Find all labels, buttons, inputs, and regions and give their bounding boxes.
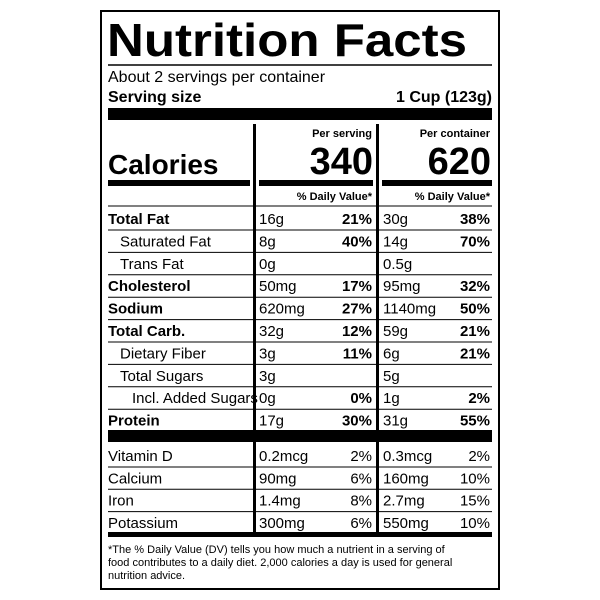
amount: 1g bbox=[383, 390, 400, 407]
daily-value: 21% bbox=[342, 211, 372, 228]
daily-value: 2% bbox=[350, 448, 372, 465]
amount: 0g bbox=[259, 256, 276, 273]
amount: 0.3mcg bbox=[383, 448, 432, 465]
daily-value: 10% bbox=[460, 470, 490, 487]
amount: 620mg bbox=[259, 301, 305, 318]
column-divider bbox=[376, 124, 379, 532]
label-border bbox=[100, 10, 500, 590]
daily-value: 17% bbox=[342, 278, 372, 295]
column-divider bbox=[253, 124, 256, 532]
amount: 5g bbox=[383, 368, 400, 385]
amount: 1140mg bbox=[383, 301, 436, 318]
nutrient-label: Sodium bbox=[108, 301, 163, 318]
medium-bar bbox=[382, 180, 492, 186]
nutrient-label: Protein bbox=[108, 413, 160, 430]
servings: About 2 servings per container bbox=[108, 69, 326, 86]
nutrient-label: Vitamin D bbox=[108, 448, 173, 465]
daily-value-header: % Daily Value* bbox=[415, 191, 491, 203]
daily-value: 8% bbox=[350, 493, 372, 510]
calories-value: 340 bbox=[310, 141, 373, 183]
nutrient-label: Cholesterol bbox=[108, 278, 191, 295]
daily-value: 38% bbox=[460, 211, 490, 228]
footnote: *The % Daily Value (DV) tells you how mu… bbox=[108, 544, 446, 556]
column-header: Per serving bbox=[312, 128, 372, 140]
nutrient-label: Iron bbox=[108, 493, 134, 510]
daily-value: 0% bbox=[350, 390, 372, 407]
medium-bar bbox=[108, 180, 250, 186]
daily-value-header: % Daily Value* bbox=[297, 191, 373, 203]
daily-value: 21% bbox=[460, 345, 490, 362]
nutrient-label: Total Fat bbox=[108, 211, 169, 228]
amount: 0.2mcg bbox=[259, 448, 308, 465]
amount: 30g bbox=[383, 211, 408, 228]
amount: 31g bbox=[383, 413, 408, 430]
nutrient-label: Potassium bbox=[108, 515, 178, 532]
amount: 95mg bbox=[383, 278, 421, 295]
daily-value: 30% bbox=[342, 413, 372, 430]
calories-value: 620 bbox=[428, 141, 491, 183]
amount: 160mg bbox=[383, 470, 429, 487]
nutrient-label: Saturated Fat bbox=[120, 233, 212, 250]
serving-size-label: Serving size bbox=[108, 89, 201, 106]
amount: 0.5g bbox=[383, 256, 412, 273]
daily-value: 11% bbox=[343, 345, 372, 362]
daily-value: 50% bbox=[460, 301, 490, 318]
amount: 3g bbox=[259, 345, 276, 362]
amount: 59g bbox=[383, 323, 408, 340]
nutrient-label: Incl. Added Sugars bbox=[132, 390, 258, 407]
amount: 50mg bbox=[259, 278, 297, 295]
amount: 16g bbox=[259, 211, 284, 228]
amount: 2.7mg bbox=[383, 493, 425, 510]
daily-value: 6% bbox=[350, 470, 372, 487]
calories-label: Calories bbox=[108, 149, 219, 180]
thick-bar bbox=[108, 108, 492, 120]
nutrient-label: Trans Fat bbox=[120, 256, 184, 273]
daily-value: 40% bbox=[342, 233, 372, 250]
daily-value: 21% bbox=[460, 323, 490, 340]
amount: 0g bbox=[259, 390, 276, 407]
amount: 550mg bbox=[383, 515, 429, 532]
serving-size-value: 1 Cup (123g) bbox=[396, 89, 492, 106]
amount: 17g bbox=[259, 413, 284, 430]
daily-value: 2% bbox=[468, 448, 490, 465]
medium-bar bbox=[259, 180, 373, 186]
nutrient-label: Total Carb. bbox=[108, 323, 185, 340]
footnote: nutrition advice. bbox=[108, 570, 185, 582]
daily-value: 15% bbox=[460, 493, 490, 510]
nutrient-label: Dietary Fiber bbox=[120, 345, 206, 362]
medium-bar bbox=[108, 532, 492, 537]
daily-value: 32% bbox=[460, 278, 490, 295]
column-header: Per container bbox=[420, 128, 491, 140]
daily-value: 27% bbox=[342, 301, 372, 318]
amount: 300mg bbox=[259, 515, 305, 532]
daily-value: 70% bbox=[460, 233, 490, 250]
amount: 90mg bbox=[259, 470, 297, 487]
daily-value: 6% bbox=[350, 515, 372, 532]
nutrient-label: Total Sugars bbox=[120, 368, 203, 385]
amount: 8g bbox=[259, 233, 276, 250]
daily-value: 2% bbox=[468, 390, 490, 407]
footnote: food contributes to a daily diet. 2,000 … bbox=[108, 557, 452, 569]
title: Nutrition Facts bbox=[107, 14, 467, 66]
amount: 14g bbox=[383, 233, 408, 250]
daily-value: 55% bbox=[460, 413, 490, 430]
amount: 32g bbox=[259, 323, 284, 340]
daily-value: 10% bbox=[460, 515, 490, 532]
daily-value: 12% bbox=[342, 323, 372, 340]
thick-bar bbox=[108, 430, 492, 442]
amount: 3g bbox=[259, 368, 276, 385]
nutrient-label: Calcium bbox=[108, 470, 162, 487]
amount: 1.4mg bbox=[259, 493, 301, 510]
amount: 6g bbox=[383, 345, 400, 362]
